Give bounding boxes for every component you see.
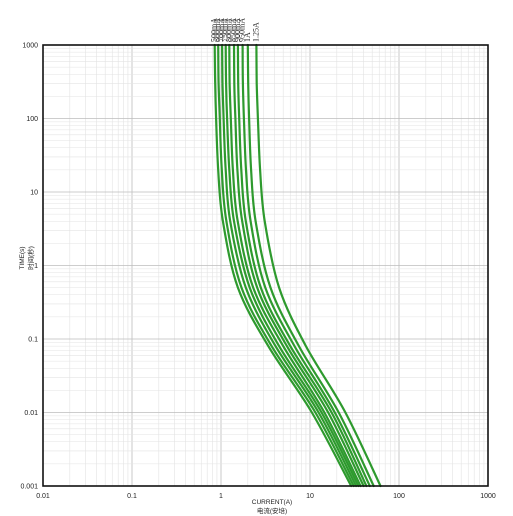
x-tick-label: 0.1	[127, 493, 137, 500]
x-tick-label: 0.01	[36, 493, 50, 500]
x-tick-label: 1	[219, 493, 223, 500]
series-line-600mA	[217, 43, 355, 488]
series-line-800mA	[228, 43, 362, 488]
grid-lines	[42, 45, 488, 487]
series-line-700mA	[221, 43, 358, 488]
series-label: 500mA	[210, 18, 219, 42]
x-tick-labels: 0.01 0.1 1 10 100 1000	[36, 493, 496, 500]
x-tick-label: 100	[393, 493, 405, 500]
y-tick-label: 1	[34, 263, 38, 270]
series-label: 1A	[243, 32, 252, 42]
y-tick-label: 0.001	[20, 484, 38, 491]
y-tick-label: 0.1	[28, 337, 38, 344]
series-line-900mA	[236, 43, 368, 488]
series-labels: 500mA600mA700mA750mA800mA850mA900mA950mA…	[210, 18, 261, 42]
series-label: 700mA	[217, 18, 226, 42]
y-axis-label-cn: 时间(秒)	[26, 246, 35, 270]
series-label: 900mA	[233, 18, 242, 42]
y-tick-label: 10	[30, 190, 38, 197]
series-line-1A	[246, 43, 375, 488]
series-line-750mA	[224, 43, 360, 488]
y-tick-label: 1000	[22, 43, 38, 50]
series-line-950mA	[241, 43, 371, 488]
plot-area-frame	[42, 44, 489, 487]
y-tick-label: 100	[26, 116, 38, 123]
y-tick-labels: 0.001 0.01 0.1 1 10 100 1000	[20, 43, 38, 491]
series-line-1.25A	[255, 43, 382, 488]
series-line-500mA	[213, 43, 353, 488]
x-axis-label: CURRENT(A)	[252, 499, 292, 506]
x-tick-label: 1000	[480, 493, 496, 500]
fuse-curves	[213, 43, 382, 488]
series-line-850mA	[232, 43, 365, 488]
series-label: 1.25A	[251, 22, 260, 42]
series-label: 600mA	[213, 18, 222, 42]
series-label: 950mA	[238, 18, 247, 42]
series-label: 800mA	[224, 18, 233, 42]
x-axis-label-cn: 电流(安培)	[257, 506, 287, 515]
series-label: 850mA	[229, 18, 238, 42]
y-tick-label: 0.01	[24, 410, 38, 417]
series-label: 750mA	[221, 18, 230, 42]
y-axis-label: TIME(s)	[19, 246, 26, 269]
x-tick-label: 10	[306, 493, 314, 500]
